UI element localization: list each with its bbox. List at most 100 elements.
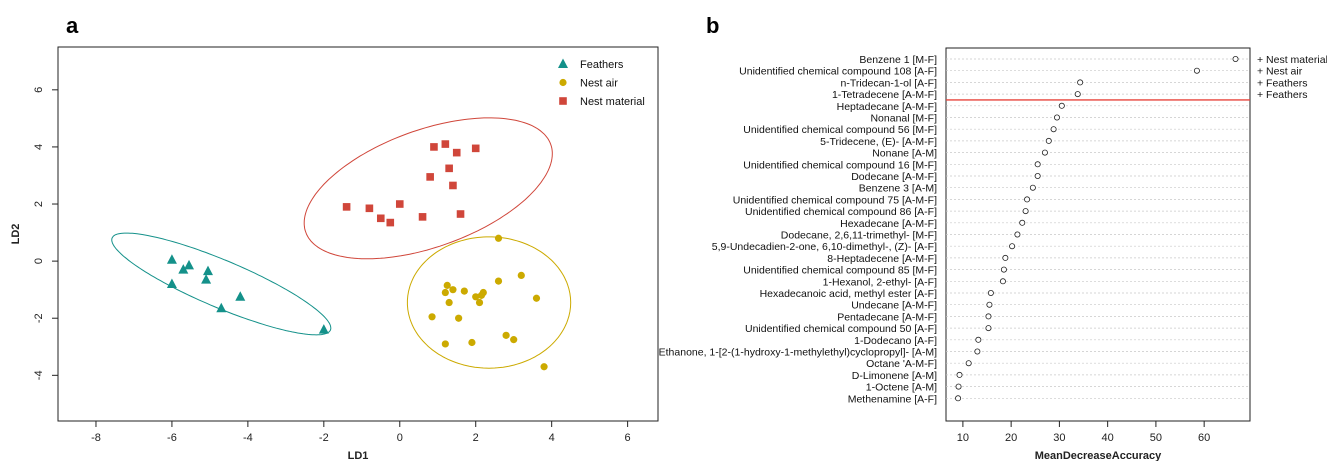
point-triangle [166, 278, 177, 288]
x-tick-label: 50 [1150, 432, 1162, 444]
annotation-label: + Nest material [1257, 54, 1327, 66]
importance-point [956, 371, 963, 378]
x-tick-label: 6 [625, 432, 631, 444]
point-circle [532, 294, 541, 302]
importance-point [955, 383, 962, 390]
y-tick-label: -2 [33, 313, 45, 323]
importance-point [1077, 79, 1084, 86]
x-tick-label: -8 [91, 432, 101, 444]
point-triangle [235, 291, 246, 301]
point-square [376, 214, 385, 223]
variable-label: Dodecane [A-M-F] [851, 171, 937, 183]
annotation-label: + Feathers [1257, 89, 1308, 101]
variable-label: Unidentified chemical compound 75 [A-M-F… [733, 194, 937, 206]
point-circle [472, 293, 480, 301]
x-tick-label: 10 [957, 432, 969, 444]
importance-point [985, 313, 992, 320]
y-tick-label: 2 [33, 201, 45, 207]
x-axis-title: LD1 [348, 450, 369, 461]
x-tick-label: 40 [1102, 432, 1114, 444]
point-circle [445, 298, 453, 307]
importance-point [1019, 219, 1026, 226]
point-square [342, 203, 351, 211]
importance-point [1024, 196, 1031, 203]
ellipse-triangle [111, 232, 332, 336]
variable-label: Unidentified chemical compound 108 [A-F] [739, 66, 937, 78]
y-axis-title: LD2 [10, 224, 22, 245]
point-square [441, 140, 450, 148]
x-tick-label: 0 [397, 432, 403, 444]
legend-label: Nest material [580, 96, 645, 108]
point-circle [428, 313, 436, 321]
point-circle [441, 340, 449, 348]
variable-label: Methenamine [A-F] [848, 393, 937, 405]
variable-label: Hexadecane [A-M-F] [840, 218, 937, 230]
variable-label: Benzene 3 [A-M] [859, 183, 937, 195]
variable-label: 1-Octene [A-M] [866, 382, 937, 394]
point-square [386, 218, 395, 227]
variable-label: 5-Tridecene, (E)- [A-M-F] [820, 136, 937, 148]
point-triangle [318, 324, 329, 334]
legend-label: Nest air [580, 78, 618, 90]
panel-a-letter: a [66, 13, 79, 38]
x-axis-title: MeanDecreaseAccuracy [1035, 450, 1162, 461]
legend-marker-triangle [558, 58, 568, 68]
importance-point [1074, 91, 1081, 98]
point-square [445, 164, 453, 173]
variable-label: Unidentified chemical compound 86 [A-F] [745, 206, 937, 218]
importance-point [1053, 114, 1060, 121]
importance-point [974, 348, 981, 355]
y-tick-label: 4 [33, 144, 45, 150]
importance-point [999, 278, 1006, 285]
point-square [418, 213, 427, 221]
annotations: + Nest material+ Nest air+ Feathers+ Fea… [1257, 54, 1327, 101]
variable-label: Pentadecane [A-M-F] [837, 311, 937, 323]
point-circle [475, 298, 484, 307]
variable-label: Nonane [A-M] [872, 148, 937, 160]
variable-label: 8-Heptadecene [A-M-F] [827, 253, 937, 265]
variable-label: 5,9-Undecadien-2-one, 6,10-dimethyl-, (Z… [712, 241, 937, 253]
point-circle [460, 287, 468, 295]
variable-label: Octane 'A-M-F] [866, 358, 937, 370]
importance-point [1034, 161, 1041, 168]
x-tick-label: 2 [473, 432, 479, 444]
point-triangle [178, 264, 189, 274]
importance-point [1050, 126, 1057, 133]
importance-point [986, 301, 993, 308]
x-tick-label: 20 [1005, 432, 1017, 444]
point-circle [502, 331, 510, 339]
variable-label: Dodecane, 2,6,11-trimethyl- [M-F] [781, 230, 937, 242]
variable-label: n-Tridecan-1-ol [A-F] [841, 77, 938, 89]
importance-point [1193, 67, 1200, 74]
importance-point [1002, 254, 1009, 261]
variable-label: Undecane [A-M-F] [851, 300, 937, 312]
x-tick-label: 4 [549, 432, 555, 444]
importance-point [985, 325, 992, 332]
point-circle [510, 336, 518, 344]
y-axis: -4 -2 0 2 4 6 [33, 87, 58, 380]
point-triangle [166, 254, 177, 264]
confidence-ellipses [111, 117, 572, 369]
y-tick-label: 6 [33, 87, 45, 93]
point-circle [441, 288, 449, 297]
importance-point [975, 336, 982, 343]
importance-dot-chart: Benzene 1 [M-F]Unidentified chemical com… [659, 47, 1327, 461]
legend-marker-circle [559, 78, 567, 87]
variable-label: Hexadecanoic acid, methyl ester [A-F] [760, 288, 937, 300]
variable-label: D-Limonene [A-M] [852, 370, 937, 382]
point-circle [455, 314, 463, 322]
point-circle [494, 277, 503, 285]
point-square [471, 144, 480, 153]
legend-marker-square [559, 97, 567, 105]
point-triangle [201, 274, 212, 284]
importance-point [1022, 208, 1029, 215]
point-square [430, 143, 438, 151]
importance-point [1034, 172, 1041, 179]
importance-point [1058, 102, 1065, 109]
x-tick-label: 30 [1053, 432, 1065, 444]
panel-b-letter: b [706, 13, 719, 38]
importance-point [1014, 231, 1021, 238]
point-circle [517, 271, 525, 279]
ellipse-circle [406, 236, 572, 369]
point-triangle [216, 302, 227, 313]
